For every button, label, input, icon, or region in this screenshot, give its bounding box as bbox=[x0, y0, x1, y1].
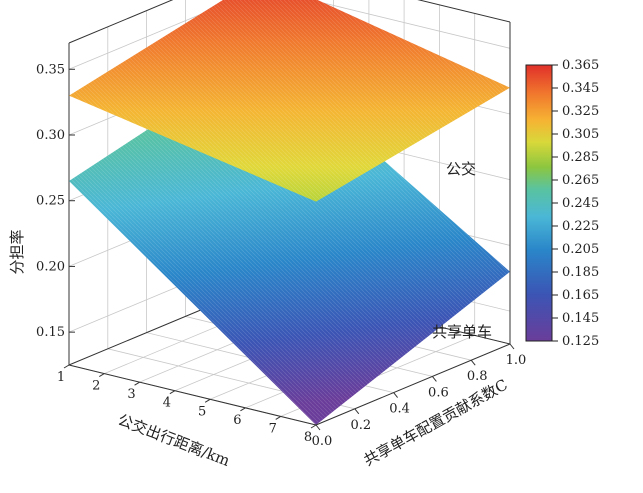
colorbar-tick-label: 0.225 bbox=[562, 219, 599, 234]
y-tick-label: 0.4 bbox=[389, 402, 410, 417]
y-tick-mark bbox=[470, 359, 476, 366]
z-axis-ticks: 0.15 0.20 0.25 0.30 0.35 bbox=[36, 62, 75, 340]
z-tick-label: 0.25 bbox=[36, 194, 65, 209]
y-tick-mark bbox=[393, 392, 398, 398]
colorbar-tick-label: 0.125 bbox=[562, 334, 599, 349]
x-tick-mark bbox=[63, 364, 70, 369]
y-tick-mark bbox=[315, 424, 321, 431]
colorbar-tick-label: 0.285 bbox=[562, 150, 599, 165]
x-tick-mark bbox=[240, 407, 246, 412]
x-tick-mark bbox=[134, 381, 140, 386]
axis-front-frame bbox=[68, 343, 511, 426]
series-label-bus: 公交 bbox=[446, 160, 476, 178]
x-tick-label: 8 bbox=[304, 430, 312, 445]
x-axis-label: 公交出行距离/km bbox=[115, 411, 232, 470]
x-tick-mark bbox=[99, 373, 105, 378]
bus-surface-mesh bbox=[69, 0, 510, 202]
colorbar-tick-label: 0.185 bbox=[562, 265, 599, 280]
z-tick-label: 0.15 bbox=[36, 325, 65, 340]
colorbar-tick-label: 0.345 bbox=[562, 81, 599, 96]
colorbar: 0.125 0.145 0.165 0.185 0.205 0.225 0.245 0.265… bbox=[525, 58, 599, 349]
y-axis-ticks: 0.0 0.2 0.4 0.6 0.8 1.0 bbox=[312, 343, 527, 449]
bike-surface bbox=[69, 54, 510, 425]
z-tick-label: 0.20 bbox=[36, 259, 65, 274]
x-tick-mark bbox=[204, 398, 211, 403]
x-tick-label: 5 bbox=[198, 404, 206, 419]
y-tick-label: 0.0 bbox=[312, 434, 333, 449]
colorbar-tick-label: 0.365 bbox=[562, 58, 599, 73]
z-tick-label: 0.30 bbox=[36, 128, 65, 143]
x-tick-label: 3 bbox=[127, 387, 135, 402]
colorbar-tick-label: 0.265 bbox=[562, 173, 599, 188]
bus-surface bbox=[69, 0, 510, 202]
y-tick-mark bbox=[354, 408, 360, 415]
y-tick-label: 0.6 bbox=[428, 385, 449, 400]
bike-surface-mesh bbox=[69, 54, 510, 425]
x-tick-label: 6 bbox=[233, 413, 241, 428]
x-tick-mark bbox=[169, 390, 176, 395]
colorbar-tick-label: 0.325 bbox=[562, 104, 599, 119]
y-tick-mark bbox=[509, 343, 515, 350]
y-tick-label: 0.8 bbox=[467, 369, 488, 384]
x-tick-label: 2 bbox=[92, 379, 100, 394]
y-tick-label: 0.2 bbox=[350, 418, 371, 433]
colorbar-tick-label: 0.305 bbox=[562, 127, 599, 142]
z-tick-label: 0.35 bbox=[36, 62, 65, 77]
x-tick-label: 1 bbox=[57, 370, 65, 385]
x-tick-mark bbox=[275, 415, 281, 420]
colorbar-tick-label: 0.205 bbox=[562, 242, 599, 257]
colorbar-gradient bbox=[525, 64, 553, 342]
y-tick-label: 1.0 bbox=[506, 353, 527, 368]
colorbar-tick-label: 0.245 bbox=[562, 196, 599, 211]
colorbar-ticks: 0.125 0.145 0.165 0.185 0.205 0.225 0.245 0.265… bbox=[552, 58, 599, 349]
series-label-bike: 共享单车 bbox=[432, 323, 492, 341]
x-tick-label: 4 bbox=[163, 396, 171, 411]
x-tick-mark bbox=[310, 424, 317, 429]
colorbar-tick-label: 0.145 bbox=[562, 311, 599, 326]
y-tick-mark bbox=[432, 376, 437, 382]
x-axis-ticks: 1 2 3 4 5 6 7 8 bbox=[57, 364, 317, 445]
x-tick-label: 7 bbox=[269, 421, 277, 436]
z-axis-label: 分担率 bbox=[8, 229, 26, 274]
colorbar-tick-label: 0.165 bbox=[562, 288, 599, 303]
